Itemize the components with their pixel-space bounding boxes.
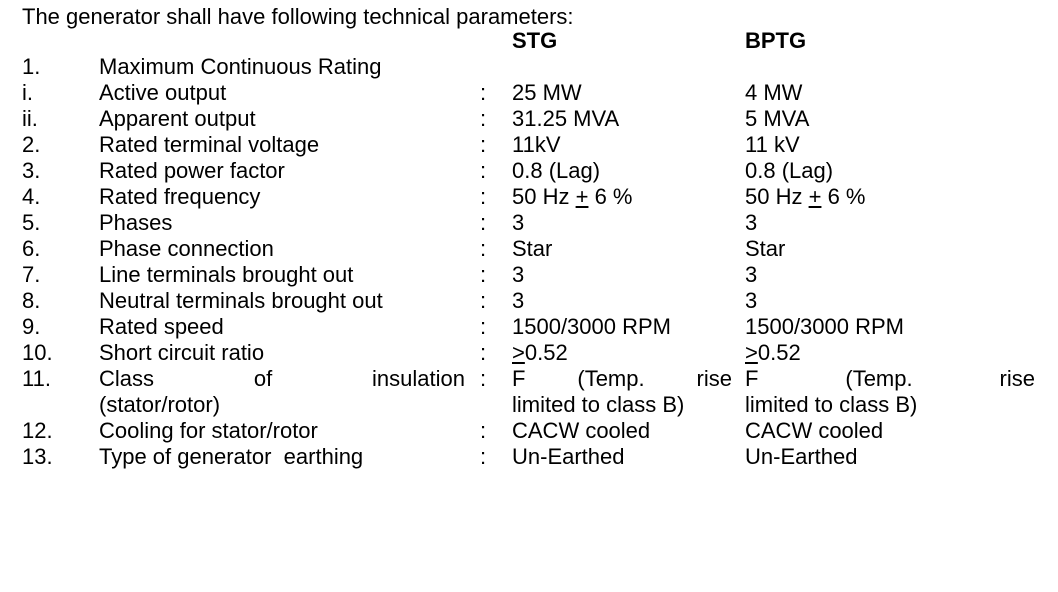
bptg-value: 50 Hz + 6 %	[745, 184, 866, 209]
bptg-value: 5 MVA	[745, 106, 810, 131]
row-number: 5.	[22, 210, 41, 235]
row-number: 1.	[22, 54, 41, 79]
row-number: 7.	[22, 262, 41, 287]
row-number: 6.	[22, 236, 41, 261]
row-number: 10.	[22, 340, 53, 365]
stg-value: 1500/3000 RPM	[512, 314, 671, 339]
colon-separator: :	[480, 132, 487, 157]
greater-equal-symbol: >	[512, 340, 525, 365]
colon-separator: :	[480, 236, 487, 261]
row-number: 8.	[22, 288, 41, 313]
stg-value: Star	[512, 236, 553, 261]
bptg-value: Star	[745, 236, 786, 261]
bptg-value: F (Temp. rise	[745, 366, 1035, 391]
bptg-value: 3	[745, 210, 758, 235]
stg-value: 11kV	[512, 132, 561, 157]
colon-separator: :	[480, 262, 487, 287]
stg-value: F (Temp. rise	[512, 366, 732, 391]
param-label: Line terminals brought out	[99, 262, 354, 287]
row-number: 2.	[22, 132, 41, 157]
row-number: 3.	[22, 158, 41, 183]
stg-value: 3	[512, 210, 525, 235]
param-label: Apparent output	[99, 106, 256, 131]
param-label: Type of generator earthing	[99, 444, 364, 469]
bptg-value: Un-Earthed	[745, 444, 858, 469]
stg-value: Un-Earthed	[512, 444, 625, 469]
colon-separator: :	[480, 366, 487, 391]
param-label: Phases	[99, 210, 173, 235]
param-label: Neutral terminals brought out	[99, 288, 383, 313]
row-number: 12.	[22, 418, 53, 443]
stg-value: 0.8 (Lag)	[512, 158, 601, 183]
stg-value: 50 Hz + 6 %	[512, 184, 633, 209]
stg-value: >0.52	[512, 340, 568, 365]
colon-separator: :	[480, 444, 487, 469]
param-label: Rated power factor	[99, 158, 285, 183]
param-label: Phase connection	[99, 236, 274, 261]
row-number: 4.	[22, 184, 41, 209]
colon-separator: :	[480, 106, 487, 131]
param-label: Rated terminal voltage	[99, 132, 320, 157]
colon-separator: :	[480, 314, 487, 339]
colon-separator: :	[480, 210, 487, 235]
column-header-bptg: BPTG	[745, 28, 807, 53]
stg-value: 25 MW	[512, 80, 582, 105]
param-label: Short circuit ratio	[99, 340, 265, 365]
colon-separator: :	[480, 340, 487, 365]
param-label: Rated frequency	[99, 184, 261, 209]
plus-minus-symbol: +	[808, 184, 822, 209]
bptg-value: 11 kV	[745, 132, 800, 157]
bptg-value: 3	[745, 288, 758, 313]
stg-value: limited to class B)	[512, 392, 685, 417]
colon-separator: :	[480, 80, 487, 105]
param-label: Cooling for stator/rotor	[99, 418, 318, 443]
bptg-value: 3	[745, 262, 758, 287]
row-number: 9.	[22, 314, 41, 339]
plus-minus-symbol: +	[575, 184, 589, 209]
bptg-value: limited to class B)	[745, 392, 918, 417]
stg-value: 3	[512, 262, 525, 287]
colon-separator: :	[480, 418, 487, 443]
param-label: (stator/rotor)	[99, 392, 221, 417]
row-number: 13.	[22, 444, 53, 469]
bptg-value: CACW cooled	[745, 418, 884, 443]
param-label: Class of insulation	[99, 366, 465, 391]
bptg-value: 0.8 (Lag)	[745, 158, 834, 183]
row-number: ii.	[22, 106, 38, 131]
bptg-value: 4 MW	[745, 80, 803, 105]
stg-value: CACW cooled	[512, 418, 651, 443]
bptg-value: 1500/3000 RPM	[745, 314, 904, 339]
stg-value: 31.25 MVA	[512, 106, 620, 131]
stg-value: 3	[512, 288, 525, 313]
colon-separator: :	[480, 184, 487, 209]
param-label: Maximum Continuous Rating	[99, 54, 382, 79]
bptg-value: >0.52	[745, 340, 801, 365]
param-label: Rated speed	[99, 314, 224, 339]
intro-text: The generator shall have following techn…	[22, 4, 574, 29]
row-number: i.	[22, 80, 33, 105]
row-number: 11.	[22, 366, 51, 391]
colon-separator: :	[480, 158, 487, 183]
greater-equal-symbol: >	[745, 340, 758, 365]
colon-separator: :	[480, 288, 487, 313]
column-header-stg: STG	[512, 28, 558, 53]
param-label: Active output	[99, 80, 227, 105]
